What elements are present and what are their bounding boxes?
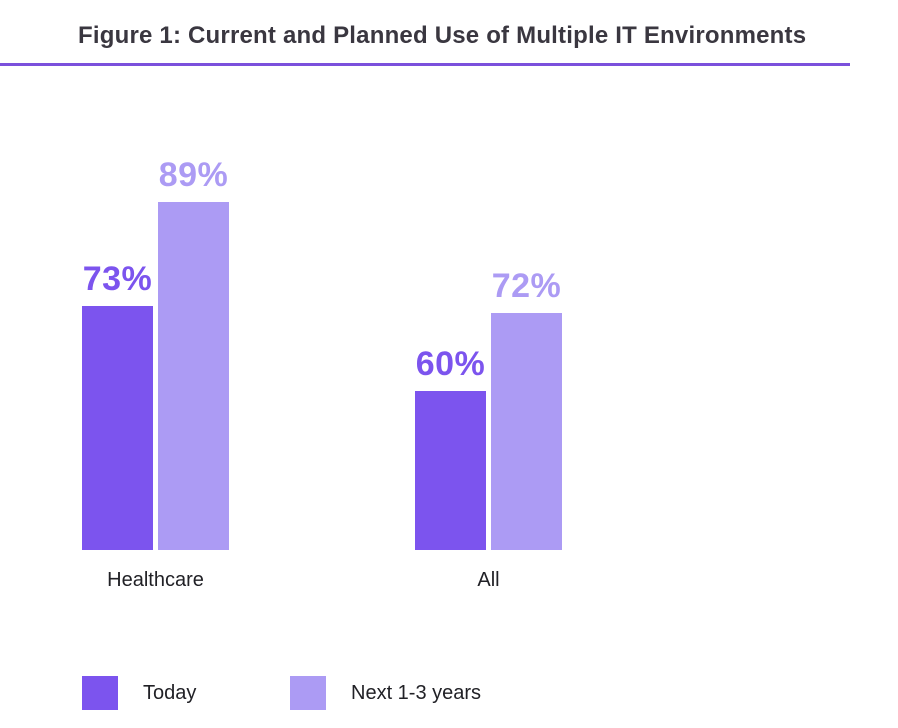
value-label-next-1-3-years-all: 72% — [491, 267, 562, 305]
value-label-today-all: 60% — [415, 345, 486, 383]
category-label-all: All — [477, 569, 500, 591]
category-label-healthcare: Healthcare — [107, 569, 204, 591]
legend-label-next-1-3-years: Next 1-3 years — [351, 682, 482, 704]
title-underline — [0, 63, 850, 66]
legend-item-next-1-3-years: Next 1-3 years — [290, 676, 481, 710]
bar-today-healthcare — [82, 306, 153, 550]
figure-title: Figure 1: Current and Planned Use of Mul… — [78, 22, 807, 49]
value-label-today-healthcare: 73% — [82, 260, 153, 298]
legend-swatch-next-1-3-years — [290, 676, 326, 710]
legend-label-today: Today — [143, 682, 197, 704]
bar-next-1-3-years-healthcare — [158, 202, 229, 550]
bar-next-1-3-years-all — [491, 313, 562, 550]
legend-swatch-today — [82, 676, 118, 710]
legend-item-today: Today — [82, 676, 196, 710]
value-label-next-1-3-years-healthcare: 89% — [158, 156, 229, 194]
bar-today-all — [415, 391, 486, 550]
